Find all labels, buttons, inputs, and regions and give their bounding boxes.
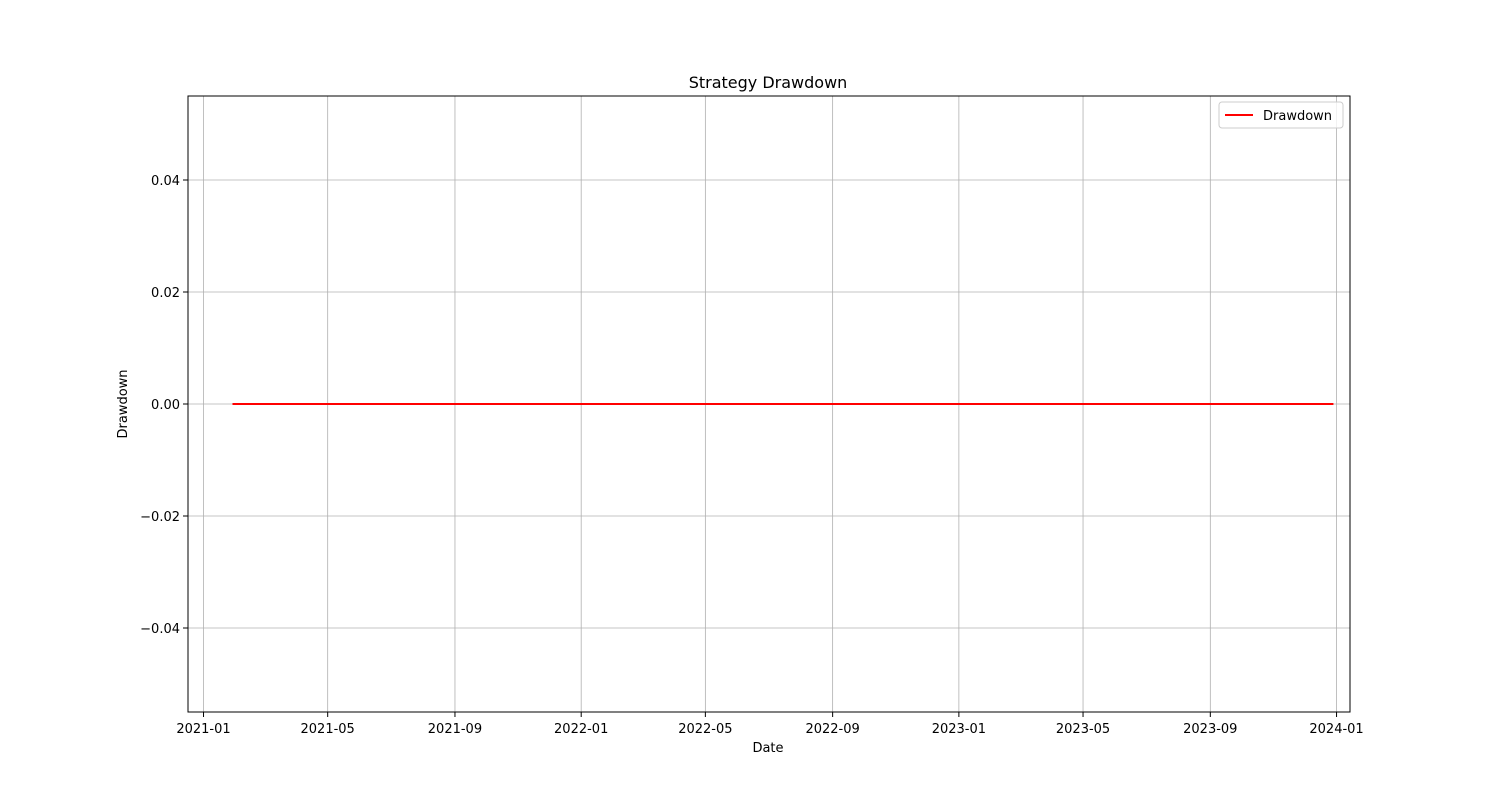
x-tick-label: 2023-09 xyxy=(1183,722,1237,737)
x-tick-label: 2022-05 xyxy=(678,722,732,737)
x-tick-label: 2022-09 xyxy=(805,722,859,737)
y-tick-label: 0.04 xyxy=(151,174,180,189)
x-tick-label: 2023-05 xyxy=(1056,722,1110,737)
x-tick-label: 2021-01 xyxy=(176,722,230,737)
legend: Drawdown xyxy=(1218,101,1344,129)
y-tick-label: −0.04 xyxy=(140,622,180,637)
x-tick-label: 2021-05 xyxy=(301,722,355,737)
chart-title: Strategy Drawdown xyxy=(689,73,848,92)
x-axis-label: Date xyxy=(752,741,783,756)
x-axis: 2021-01 2021-05 2021-09 2022-01 2022-05 2022-… xyxy=(176,712,1364,737)
x-tick-label: 2021-09 xyxy=(428,722,482,737)
y-tick-label: 0.02 xyxy=(151,286,180,301)
y-tick-label: 0.00 xyxy=(151,398,180,413)
y-axis: −0.04 −0.02 0.00 0.02 0.04 xyxy=(140,174,188,637)
legend-label-drawdown: Drawdown xyxy=(1263,109,1332,124)
x-tick-label: 2023-01 xyxy=(932,722,986,737)
legend-box xyxy=(1218,101,1344,129)
y-axis-label: Drawdown xyxy=(116,369,131,438)
y-tick-label: −0.02 xyxy=(140,510,180,525)
x-tick-label: 2024-01 xyxy=(1309,722,1363,737)
x-tick-label: 2022-01 xyxy=(554,722,608,737)
